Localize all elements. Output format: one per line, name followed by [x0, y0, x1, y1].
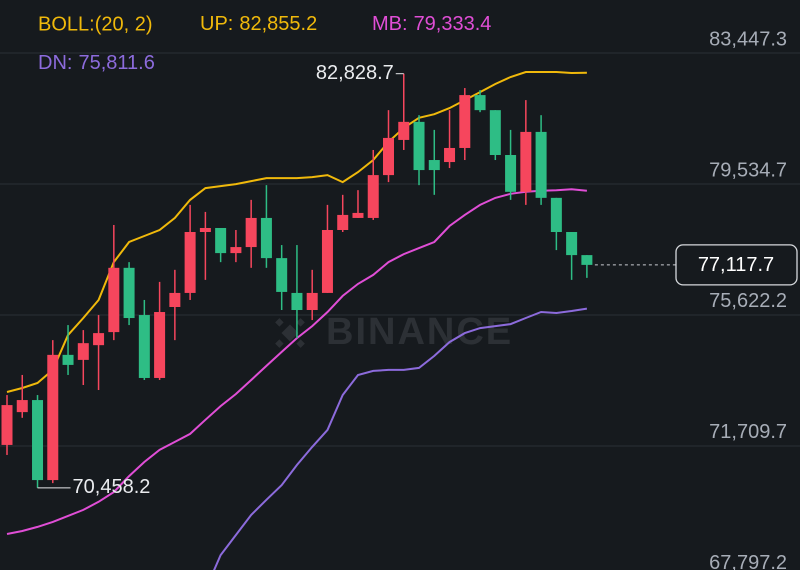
y-tick-label: 71,709.7	[709, 421, 787, 443]
watermark: BINANCE	[275, 311, 513, 353]
candle-body	[93, 333, 105, 346]
candle-body	[337, 214, 349, 230]
candle-body	[444, 147, 456, 163]
candle-body	[566, 232, 578, 256]
candle-body	[199, 227, 211, 233]
candle-body	[62, 354, 74, 365]
legend-name: DN:	[38, 52, 72, 74]
indicator-label: BOLL:(20, 2)	[38, 13, 153, 35]
legend-entry: MB: 79,333.4	[372, 13, 491, 35]
candle-body	[474, 95, 486, 111]
candle-body	[520, 131, 532, 192]
legend-entry: UP: 82,855.2	[200, 13, 317, 35]
annotation-label: 70,458.2	[73, 476, 151, 498]
candle-body	[230, 247, 242, 254]
candle-body	[215, 227, 227, 254]
overlay: BOLL:(20, 2) UP: 82,855.2 MB: 79,333.4 DN: 75,…	[37, 13, 798, 498]
y-tick-label: 67,797.2	[709, 552, 787, 570]
y-tick-label: 75,622.2	[709, 290, 787, 312]
candle-body	[138, 315, 150, 378]
candle-body	[154, 312, 166, 378]
candle-body	[47, 354, 59, 481]
y-tick-label: 79,534.7	[709, 159, 787, 181]
logo-square	[275, 318, 284, 327]
candle-body	[383, 137, 394, 176]
candle-body	[1, 405, 13, 445]
legend-name: UP:	[200, 13, 233, 35]
candle-body	[352, 212, 364, 218]
candle-body	[77, 343, 89, 360]
candle-body	[550, 197, 562, 233]
candle-body	[505, 155, 517, 192]
candle-body	[489, 110, 501, 156]
legend-value: 75,811.6	[78, 52, 154, 74]
candle-body	[169, 292, 181, 307]
legend-value: 82,855.2	[239, 13, 317, 35]
candle-body	[32, 400, 44, 481]
band-line	[213, 307, 588, 570]
candle-body	[581, 255, 593, 265]
watermark-text: BINANCE	[326, 311, 513, 353]
last-price-label: 77,117.7	[698, 254, 774, 276]
candle-body	[306, 292, 318, 311]
last-price-box	[675, 244, 798, 286]
grid: 83,447.3 79,534.7 75,622.2 71,709.7 67,797.2	[0, 28, 800, 570]
candle-body	[245, 217, 257, 248]
candle-body	[260, 217, 272, 259]
candle-body	[184, 232, 196, 293]
candles	[1, 73, 593, 488]
candle-body	[398, 121, 410, 140]
candle-body	[276, 258, 288, 292]
candle-body	[535, 131, 547, 198]
candle-body	[459, 95, 471, 148]
logo-square	[296, 339, 305, 348]
annotation-label: 82,828.7	[316, 62, 394, 84]
candle-body	[16, 400, 28, 413]
legend-value: 79,333.4	[414, 13, 492, 35]
candle-body	[428, 160, 440, 171]
candle-body	[321, 229, 333, 293]
candle-body	[367, 175, 379, 218]
candle-body	[413, 121, 425, 171]
y-tick-label: 83,447.3	[709, 28, 787, 50]
candle-body	[108, 267, 120, 333]
legend-name: MB:	[372, 13, 408, 35]
candle-body	[291, 292, 303, 311]
candle-body	[123, 267, 135, 319]
band-line	[6, 71, 587, 393]
logo-square	[275, 339, 284, 348]
legend-entry: DN: 75,811.6	[38, 52, 155, 74]
